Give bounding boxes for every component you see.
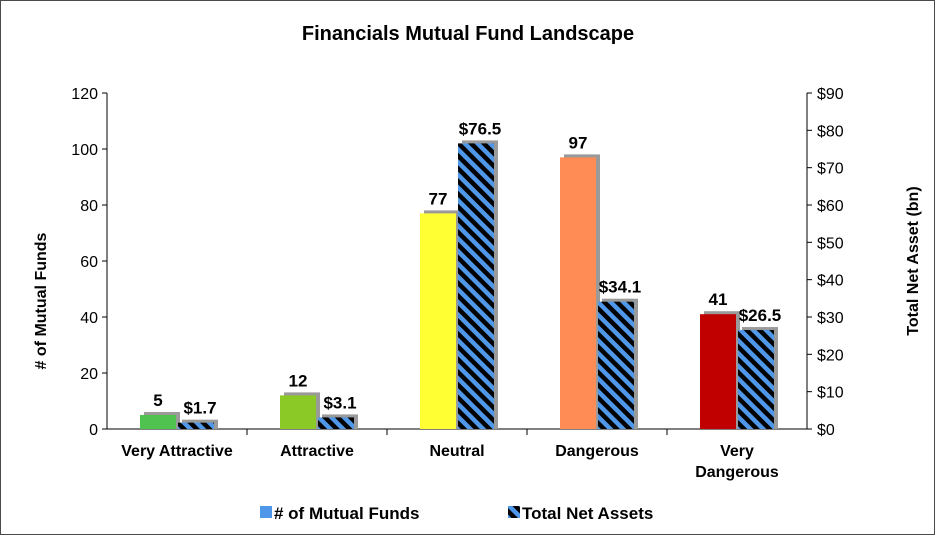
y-right-axis-title: Total Net Asset (bn): [905, 186, 922, 335]
data-label-funds: 97: [569, 133, 588, 152]
bar-assets: [598, 301, 634, 429]
data-label-assets: $34.1: [599, 278, 642, 297]
y-left-tick-label: 20: [80, 366, 98, 383]
y-left-tick-label: 100: [71, 142, 98, 159]
y-right-tick-label: $30: [817, 310, 844, 327]
category-label: Very Attractive: [121, 443, 233, 460]
bar-assets: [738, 330, 774, 429]
legend-swatch-assets: [508, 506, 520, 518]
legend: # of Mutual Funds Total Net Assets: [260, 504, 653, 523]
bar-funds: [700, 314, 736, 429]
data-label-assets: $26.5: [739, 306, 782, 325]
y-right-tick-label: $60: [817, 198, 844, 215]
category-labels: Very Attractive Attractive Neutral Dangerou…: [121, 443, 779, 481]
y-right-tick-label: $50: [817, 235, 844, 252]
data-labels: 5 $1.7 12 $3.1 77 $76.5 97 $34.1 41 $26.5: [153, 119, 781, 417]
data-label-assets: $1.7: [183, 399, 216, 418]
data-label-assets: $76.5: [459, 119, 502, 138]
category-label: Dangerous: [555, 443, 639, 460]
data-label-funds: 41: [709, 290, 728, 309]
y-left-tick-label: 60: [80, 254, 98, 271]
y-right-tick-label: $90: [817, 86, 844, 103]
y-left-axis-title: # of Mutual Funds: [33, 232, 50, 369]
bar-assets: [458, 143, 494, 429]
y-left-tick-label: 80: [80, 198, 98, 215]
y-right-tick-label: $70: [817, 161, 844, 178]
data-label-funds: 5: [153, 391, 162, 410]
bars: [140, 140, 778, 429]
bar-funds: [560, 157, 596, 429]
category-label: Dangerous: [695, 464, 779, 481]
bar-funds: [420, 213, 456, 429]
data-label-funds: 12: [289, 371, 308, 390]
bar-assets: [178, 422, 214, 429]
data-label-funds: 77: [429, 189, 448, 208]
y-right-tick-label: $0: [817, 422, 835, 439]
y-right-tick-label: $20: [817, 347, 844, 364]
y-right-tick-label: $40: [817, 273, 844, 290]
y-right-tick-label: $10: [817, 385, 844, 402]
y-left-tick-label: 40: [80, 310, 98, 327]
chart-title: Financials Mutual Fund Landscape: [302, 23, 634, 45]
category-label: Very: [720, 443, 754, 460]
axes: 0 20 40 60 80 100 120 $0 $10 $20 $30 $40 $50 $60 $70 $8…: [71, 86, 844, 439]
y-left-tick-label: 120: [71, 86, 98, 103]
bar-assets: [318, 417, 354, 429]
bar-funds: [140, 415, 176, 429]
category-label: Neutral: [429, 443, 484, 460]
data-label-assets: $3.1: [323, 393, 356, 412]
category-label: Attractive: [280, 443, 354, 460]
legend-label-funds: # of Mutual Funds: [274, 504, 419, 523]
legend-swatch-funds: [260, 506, 272, 518]
bar-funds: [280, 395, 316, 429]
y-left-tick-label: 0: [89, 422, 98, 439]
y-right-tick-label: $80: [817, 123, 844, 140]
legend-label-assets: Total Net Assets: [522, 504, 653, 523]
